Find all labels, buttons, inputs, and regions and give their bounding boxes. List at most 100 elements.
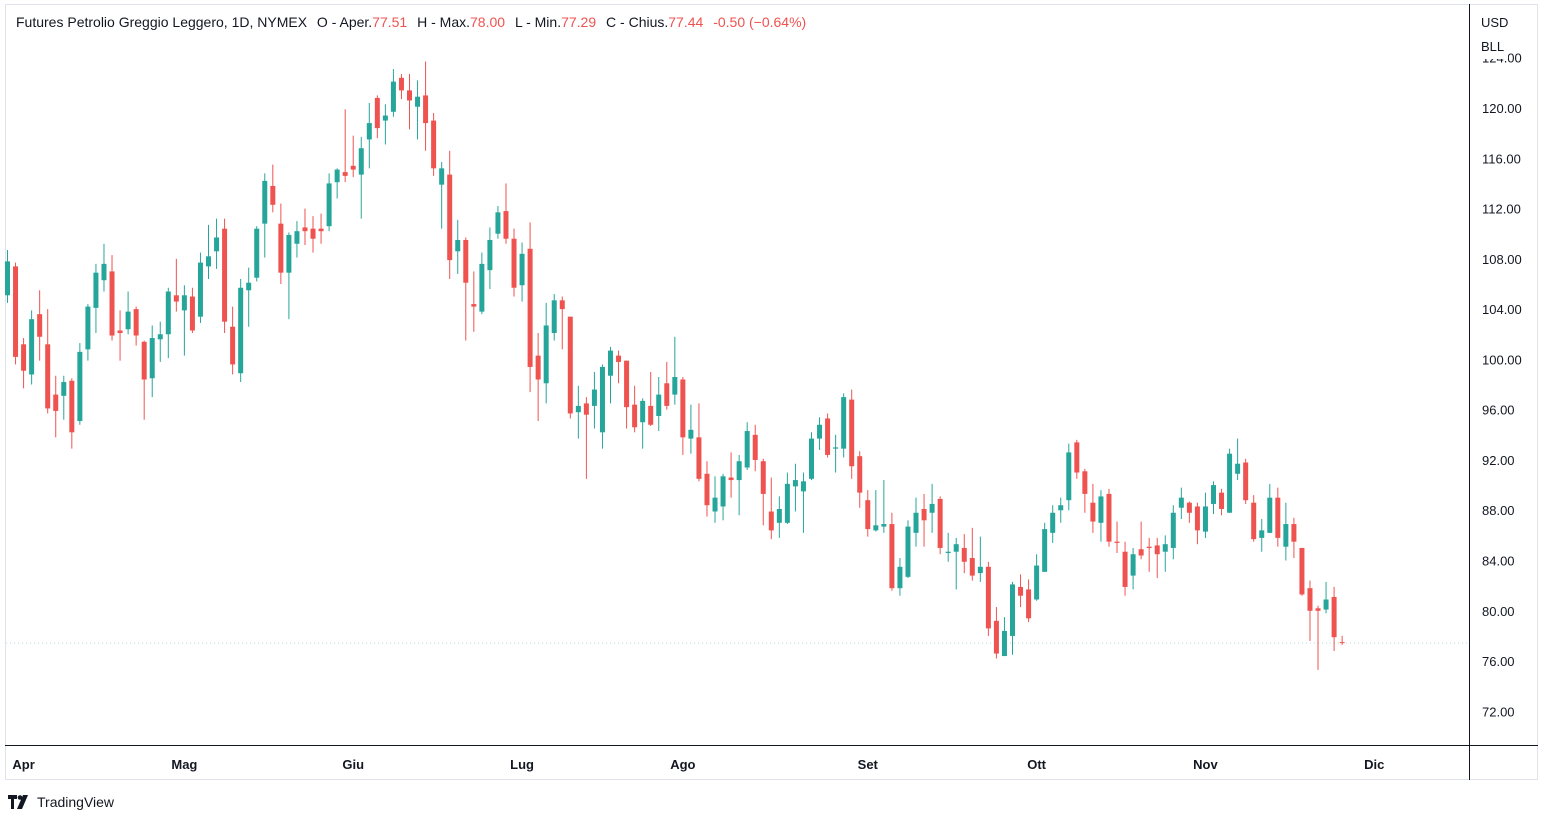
- candle-down: [1186, 501, 1192, 523]
- candle-body: [206, 256, 211, 267]
- candle-up: [776, 496, 782, 538]
- candle-up: [929, 483, 935, 533]
- candle-body: [455, 239, 461, 252]
- candle-body: [567, 316, 573, 414]
- candles-group: [5, 61, 1345, 670]
- candle-body: [985, 566, 991, 629]
- candle-body: [704, 473, 710, 506]
- candle-up: [1202, 492, 1208, 538]
- candle-body: [624, 360, 630, 408]
- candle-body: [302, 227, 308, 232]
- candle-up: [672, 336, 678, 405]
- candle-down: [559, 296, 565, 350]
- candle-down: [398, 74, 404, 100]
- candle-body: [1034, 565, 1040, 600]
- candle-up: [206, 224, 211, 279]
- price-axis[interactable]: 124.00120.00116.00112.00108.00104.00100.…: [1482, 51, 1522, 720]
- tradingview-logo-icon: [8, 795, 28, 809]
- price-tick-label: 84.00: [1482, 554, 1515, 569]
- candle-down: [993, 607, 999, 659]
- candle-up: [1034, 554, 1040, 601]
- candle-body: [1082, 471, 1088, 494]
- candle-up: [841, 393, 847, 458]
- candle-down: [173, 258, 179, 312]
- candle-body: [784, 483, 790, 523]
- candle-body: [326, 183, 332, 227]
- candle-down: [503, 183, 509, 244]
- candle-up: [487, 227, 493, 290]
- candle-body: [1283, 524, 1289, 547]
- candle-down: [921, 493, 927, 547]
- candle-body: [800, 481, 806, 492]
- candle-down: [407, 74, 412, 130]
- candle-up: [1042, 522, 1048, 572]
- candle-body: [1331, 596, 1337, 638]
- time-tick-label: Apr: [12, 757, 34, 772]
- candle-down: [937, 496, 943, 555]
- candle-down: [961, 534, 967, 574]
- candle-down: [53, 375, 59, 438]
- candle-up: [1259, 519, 1265, 552]
- candle-body: [953, 544, 959, 552]
- candle-up: [366, 102, 372, 169]
- candle-up: [792, 463, 798, 512]
- candle-body: [1042, 529, 1048, 572]
- candle-body: [149, 338, 155, 379]
- candle-down: [270, 164, 276, 213]
- candle-body: [608, 350, 613, 376]
- candle-body: [21, 344, 27, 371]
- candle-body: [181, 295, 187, 311]
- candle-up: [608, 346, 613, 404]
- candle-up: [1211, 481, 1216, 515]
- candle-body: [1243, 462, 1249, 501]
- candle-body: [1098, 496, 1104, 523]
- candle-body: [1194, 506, 1200, 531]
- candle-down: [1146, 537, 1152, 572]
- candle-down: [447, 150, 453, 279]
- candle-body: [937, 498, 943, 548]
- candle-up: [455, 219, 461, 274]
- candle-body: [873, 525, 879, 531]
- unit-label: BLL: [1481, 39, 1505, 54]
- candle-body: [768, 511, 774, 531]
- candle-body: [680, 379, 686, 438]
- candle-up: [881, 480, 887, 533]
- candle-up: [640, 398, 646, 449]
- candle-up: [1267, 483, 1273, 533]
- candle-down: [278, 203, 284, 284]
- candle-body: [559, 300, 565, 310]
- candle-down: [141, 340, 147, 420]
- candle-body: [1130, 554, 1136, 576]
- candle-up: [1010, 581, 1015, 655]
- candle-down: [696, 403, 702, 482]
- candle-body: [1267, 497, 1273, 533]
- candle-body: [503, 211, 509, 239]
- candle-down: [760, 458, 766, 526]
- candle-body: [905, 526, 911, 577]
- candle-body: [286, 234, 292, 273]
- time-axis[interactable]: Apr Mag Giu Lug Ago Set Ott Nov Dic: [12, 757, 1384, 772]
- candle-up: [77, 343, 83, 425]
- candle-down: [616, 350, 622, 384]
- candle-down: [1331, 586, 1337, 652]
- candle-body: [431, 120, 437, 169]
- symbol-title: Futures Petrolio Greggio Leggero, 1D, NY…: [16, 14, 308, 30]
- candle-body: [1106, 493, 1112, 542]
- time-tick-label: Ott: [1027, 757, 1046, 772]
- tradingview-branding[interactable]: TradingView: [8, 794, 114, 810]
- candle-up: [1058, 497, 1064, 523]
- candle-up: [101, 243, 107, 292]
- candle-body: [222, 228, 228, 322]
- candle-up: [575, 385, 581, 439]
- candle-down: [1299, 547, 1305, 596]
- price-tick-label: 76.00: [1482, 654, 1515, 669]
- candle-body: [599, 366, 605, 433]
- candle-down: [37, 290, 43, 361]
- candle-down: [969, 527, 975, 581]
- candle-body: [463, 239, 469, 283]
- candle-body: [857, 456, 863, 493]
- candle-body: [350, 165, 356, 170]
- currency-unit[interactable]: USD BLL: [1481, 11, 1509, 59]
- candle-body: [69, 380, 75, 433]
